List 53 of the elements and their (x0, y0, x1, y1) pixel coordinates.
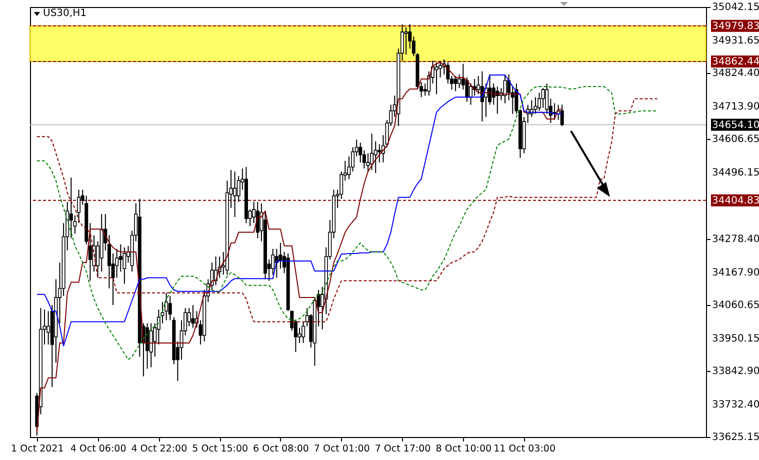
candlestick (434, 62, 438, 95)
candlestick (149, 322, 153, 368)
line-series (36, 86, 658, 360)
candlestick (538, 92, 542, 112)
candlestick (458, 74, 462, 89)
candlestick (534, 96, 538, 114)
y-tick-label: 35042.15 (712, 2, 759, 13)
ref-line-label: 34654.10 (712, 120, 759, 131)
candlestick (69, 177, 73, 239)
x-tick-label: 8 Oct 10:00 (436, 444, 492, 454)
x-tick-label: 6 Oct 08:00 (253, 444, 309, 454)
candlestick (347, 156, 351, 180)
candlestick (122, 246, 126, 284)
x-tick-label: 4 Oct 22:00 (131, 444, 188, 454)
candlestick (187, 308, 191, 327)
y-tick-label: 34167.90 (712, 267, 759, 278)
y-tick-label: 33842.90 (712, 366, 759, 377)
ref-line-label: 34404.83 (712, 195, 759, 206)
x-tick-label: 7 Oct 01:00 (314, 444, 370, 454)
y-tick-label: 34824.40 (712, 68, 759, 80)
candlestick (454, 75, 458, 92)
candlestick (404, 26, 408, 56)
y-tick-label: 33950.15 (712, 333, 759, 344)
y-tick-label: 33625.15 (712, 432, 759, 443)
candlestick (164, 292, 168, 321)
x-tick-label: 4 Oct 06:00 (70, 444, 126, 454)
y-tick-label: 34931.65 (712, 36, 759, 47)
chart-title: US30,H1 (43, 8, 86, 19)
candlestick (191, 304, 195, 328)
ref-line-label: 34979.83 (712, 20, 759, 32)
candlestick (370, 133, 374, 170)
y-tick-label: 34713.90 (712, 102, 759, 113)
candlestick (233, 171, 237, 218)
x-tick-label: 1 Oct 2021 (11, 444, 64, 454)
candlestick (168, 295, 172, 321)
line-series (36, 74, 563, 347)
y-tick-label: 34060.65 (712, 300, 759, 311)
candlestick (503, 74, 507, 104)
candlestick (46, 310, 50, 345)
candlestick (560, 104, 564, 126)
candlestick (541, 88, 545, 108)
y-tick-label: 34606.65 (712, 134, 759, 146)
y-tick-label: 34278.40 (712, 234, 759, 245)
ref-line-label: 34862.44 (712, 56, 759, 68)
x-tick-label: 11 Oct 03:00 (494, 444, 556, 454)
x-tick-label: 5 Oct 15:00 (192, 444, 248, 454)
candlestick (378, 144, 382, 163)
y-tick-label: 34496.15 (712, 168, 759, 179)
candlestick (256, 201, 260, 239)
candlestick (366, 152, 370, 172)
x-tick-label: 7 Oct 17:00 (374, 444, 431, 454)
y-tick-label: 33732.40 (712, 399, 759, 410)
candlestick (77, 189, 81, 224)
